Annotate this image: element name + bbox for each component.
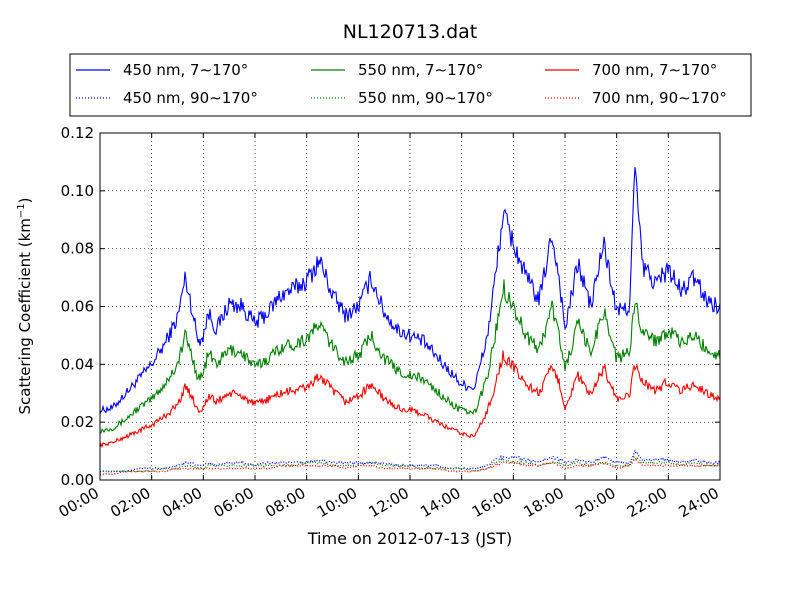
y-tick-label: 0.00 xyxy=(61,471,94,489)
y-tick-label: 0.02 xyxy=(61,413,94,431)
series-line xyxy=(99,456,721,473)
y-tick-label: 0.04 xyxy=(61,355,94,373)
chart-title: NL120713.dat xyxy=(343,21,478,43)
series-line xyxy=(99,279,721,434)
y-axis-label-superscript: −1 xyxy=(16,203,27,218)
y-axis-label: Scattering Coefficient (km−1) xyxy=(16,197,34,414)
series-line xyxy=(99,350,721,449)
legend-label: 700 nm, 90∼170° xyxy=(592,89,727,107)
legend-label: 450 nm, 7∼170° xyxy=(123,61,248,79)
x-tick-label: 14:00 xyxy=(417,484,463,521)
legend-frame xyxy=(69,53,752,117)
x-tick-label: 02:00 xyxy=(107,484,153,521)
y-tick-label: 0.06 xyxy=(61,298,94,316)
y-tick-label: 0.08 xyxy=(61,240,94,258)
x-tick-label: 08:00 xyxy=(262,484,308,521)
legend: 450 nm, 7∼170° 550 nm, 7∼170° 700 nm, 7∼17… xyxy=(69,53,752,117)
x-tick-label: 24:00 xyxy=(676,484,722,521)
x-tick-label: 18:00 xyxy=(521,484,567,521)
series-layer xyxy=(99,167,721,476)
series-line xyxy=(99,448,721,473)
y-tick-label: 0.10 xyxy=(61,182,94,200)
x-axis-label: Time on 2012-07-13 (JST) xyxy=(307,529,512,548)
grid xyxy=(99,132,721,481)
x-tick-label: 00:00 xyxy=(56,484,102,521)
legend-label: 550 nm, 7∼170° xyxy=(358,61,483,79)
y-axis-label-close: ) xyxy=(16,197,34,203)
legend-label: 550 nm, 90∼170° xyxy=(358,89,493,107)
x-tick-label: 10:00 xyxy=(314,484,360,521)
x-tick-label: 06:00 xyxy=(211,484,257,521)
legend-label: 700 nm, 7∼170° xyxy=(592,61,717,79)
x-tick-label: 16:00 xyxy=(469,484,515,521)
y-tick-label: 0.12 xyxy=(61,124,94,142)
x-tick-label: 12:00 xyxy=(366,484,412,521)
series-line xyxy=(99,167,721,415)
x-tick-label: 22:00 xyxy=(624,484,670,521)
y-axis-label-main: Scattering Coefficient (km xyxy=(16,218,34,414)
x-tick-label: 04:00 xyxy=(159,484,205,521)
x-tick-label: 20:00 xyxy=(572,484,618,521)
legend-label: 450 nm, 90∼170° xyxy=(123,89,258,107)
